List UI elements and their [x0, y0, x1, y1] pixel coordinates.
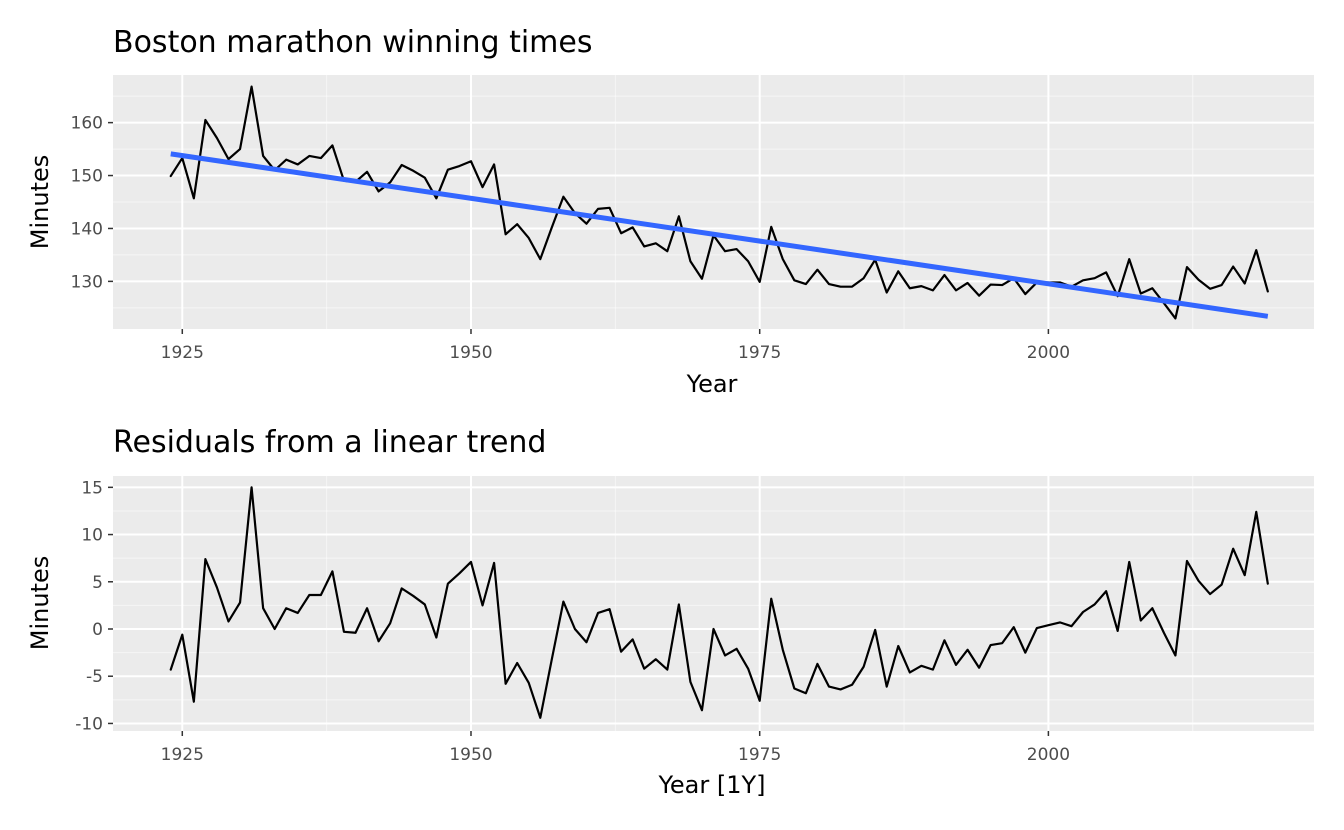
x-tick-label: 1975: [738, 745, 781, 765]
x-tick-label: 1950: [449, 745, 492, 765]
trend-line: [170, 151, 1269, 319]
y-tick-label: -10: [75, 714, 103, 734]
chart-bottom: Residuals from a linear trend -10 -5 0 5 10 1…: [26, 425, 1314, 799]
y-tick-label: 140: [71, 219, 103, 239]
gridlines-bottom: [113, 476, 1314, 731]
y-axis-top: 130 140 150 160: [71, 114, 113, 292]
x-tick-label: 2000: [1027, 745, 1070, 765]
y-tick-label: 0: [92, 620, 103, 640]
x-tick-label: 2000: [1027, 343, 1070, 363]
series-line: [169, 486, 1269, 719]
plot-panel-bottom: [113, 476, 1314, 731]
x-axis-title-bottom: Year [1Y]: [657, 771, 765, 799]
y-axis-bottom: -10 -5 0 5 10 15: [75, 478, 113, 734]
y-tick-label: 15: [81, 478, 103, 498]
y-tick-label: 160: [71, 114, 103, 134]
x-tick-label: 1950: [449, 343, 492, 363]
chart-top: Boston marathon winning times 1301401501…: [26, 25, 1314, 398]
y-axis-title-bottom: Minutes: [26, 556, 54, 650]
x-tick-label: 1925: [161, 343, 204, 363]
x-axis-bottom: 1925 1950 1975 2000: [161, 731, 1070, 765]
y-axis-title-top: Minutes: [26, 155, 54, 249]
x-axis-title-top: Year: [686, 370, 738, 398]
series-bottom: [169, 486, 1269, 719]
x-tick-label: 1975: [738, 343, 781, 363]
y-tick-label: 5: [92, 573, 103, 593]
y-tick-label: -5: [86, 667, 103, 687]
y-tick-label: 150: [71, 167, 103, 187]
chart-title-bottom: Residuals from a linear trend: [113, 425, 546, 460]
y-tick-label: 10: [81, 526, 103, 546]
x-axis-top: 1925 1950 1975 2000: [161, 329, 1070, 363]
chart-title-top: Boston marathon winning times: [113, 25, 592, 60]
x-tick-label: 1925: [161, 745, 204, 765]
series-top: [169, 85, 1269, 320]
y-tick-label: 130: [71, 272, 103, 292]
